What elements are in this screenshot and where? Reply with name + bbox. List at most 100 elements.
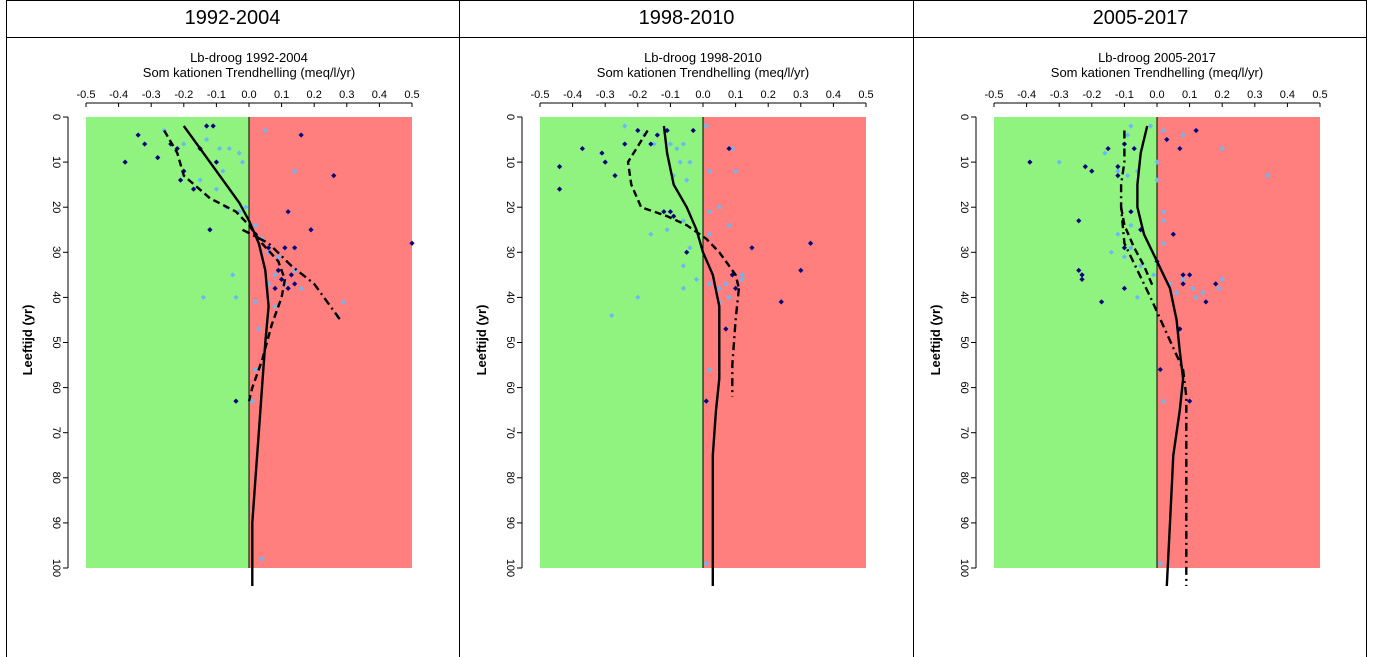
x-tick-label: 0.5 [1312, 89, 1327, 101]
x-tick-label: 0.0 [241, 89, 256, 101]
chart-title: Lb-droog 1998-2010 [644, 50, 762, 65]
data-point-dark [292, 245, 298, 251]
data-point-light [340, 299, 347, 305]
data-point-dark [210, 123, 216, 129]
data-point-dark [122, 159, 128, 165]
panel-2: 1998-2010 Lb-droog 1998-2010 Som kationen… [460, 0, 913, 657]
y-tick-label: 30 [958, 246, 970, 258]
data-point-light [1128, 222, 1134, 228]
data-point-dark [1082, 164, 1088, 170]
data-point-light [204, 136, 210, 143]
x-tick-label: 0.4 [1280, 89, 1295, 101]
y-tick-label: 10 [958, 156, 970, 168]
y-tick-label: 70 [504, 427, 516, 439]
y-tick-label: 60 [958, 381, 970, 393]
data-point-dark [1170, 231, 1176, 237]
data-point-light [1265, 173, 1271, 179]
x-tick-label: 0.0 [1149, 89, 1164, 101]
data-point-dark [285, 209, 291, 215]
data-point-dark [265, 245, 272, 251]
data-point-dark [703, 398, 709, 404]
data-point-light [200, 294, 206, 300]
x-tick-label: 0.2 [1215, 89, 1230, 101]
data-point-dark [207, 227, 213, 233]
data-point-light [1138, 263, 1144, 269]
y-tick-label: 90 [504, 517, 516, 529]
data-point-light [1193, 294, 1199, 300]
data-point-dark [272, 285, 278, 291]
data-point-light [252, 366, 259, 373]
data-point-light [609, 312, 615, 319]
table-divider-1 [459, 0, 460, 657]
data-point-light [723, 281, 729, 287]
y-tick-label: 80 [958, 472, 970, 484]
positive-trend-zone [1157, 117, 1320, 568]
data-point-dark [661, 209, 667, 215]
data-point-dark [331, 173, 337, 179]
trend-line-dashed [1119, 206, 1155, 289]
data-point-light [1190, 285, 1196, 291]
panel-header: 1992-2004 [6, 0, 459, 38]
y-axis-label: Leeftijd (yr) [928, 305, 943, 376]
x-tick-label: -0.2 [1082, 89, 1101, 101]
data-point-light [1125, 132, 1131, 138]
data-point-dark [579, 145, 585, 152]
data-point-dark [275, 267, 281, 273]
data-point-light [733, 168, 739, 174]
data-point-light [1200, 290, 1206, 296]
x-tick-label: 0.4 [372, 89, 387, 101]
y-tick-label: 100 [504, 559, 516, 577]
y-tick-label: 20 [504, 201, 516, 213]
data-point-dark [1180, 281, 1186, 287]
data-point-dark [142, 141, 148, 147]
x-tick-label: -0.4 [1017, 89, 1036, 101]
y-tick-label: 80 [50, 472, 62, 484]
data-point-light [716, 204, 722, 210]
data-point-dark [1121, 285, 1127, 291]
trend-line-solid [182, 125, 270, 586]
y-tick-label: 40 [50, 291, 62, 303]
negative-trend-zone [86, 117, 249, 568]
data-point-light [256, 326, 262, 332]
trend-line-dashdot [1119, 130, 1188, 586]
data-point-dark [654, 132, 660, 138]
data-point-light [684, 177, 690, 183]
x-tick-label: -0.3 [1050, 89, 1069, 101]
data-point-dark [298, 132, 304, 138]
data-point-light [706, 281, 713, 287]
chart-subtitle: Som kationen Trendhelling (meq/l/yr) [1051, 65, 1263, 80]
trend-line-dashed [163, 129, 287, 402]
data-point-dark [190, 186, 197, 192]
data-point-light [1056, 159, 1062, 165]
x-tick-label: -0.4 [563, 89, 582, 101]
data-point-light [272, 303, 278, 310]
x-tick-label: 0.3 [793, 89, 808, 101]
data-point-light [1180, 132, 1186, 138]
data-point-dark [1177, 145, 1183, 152]
data-point-light [703, 123, 709, 129]
panel-1: 1992-2004 Lb-droog 1992-2004 Som kationen… [6, 0, 459, 657]
x-tick-label: -0.1 [661, 89, 680, 101]
trend-line-dashdot [241, 228, 342, 321]
data-point-dark [684, 249, 690, 255]
data-point-light [1115, 168, 1121, 174]
panel-header: 2005-2017 [914, 0, 1367, 38]
data-point-dark [233, 398, 239, 404]
x-tick-label: 0.1 [728, 89, 743, 101]
data-point-light [1125, 173, 1131, 179]
y-axis-label: Leeftijd (yr) [474, 305, 489, 376]
negative-trend-zone [994, 117, 1157, 568]
data-point-light [622, 123, 628, 129]
table-divider-2 [913, 0, 914, 657]
data-point-light [1167, 281, 1173, 287]
data-point-dark [1115, 164, 1121, 170]
table-border-right [1366, 0, 1367, 657]
y-tick-label: 40 [504, 291, 516, 303]
data-point-dark [556, 164, 563, 170]
data-point-dark [1193, 127, 1199, 134]
x-tick-label: 0.1 [1182, 89, 1197, 101]
data-point-light [664, 227, 670, 233]
data-point-light [1108, 249, 1114, 255]
trend-line-dashdot [731, 288, 741, 397]
